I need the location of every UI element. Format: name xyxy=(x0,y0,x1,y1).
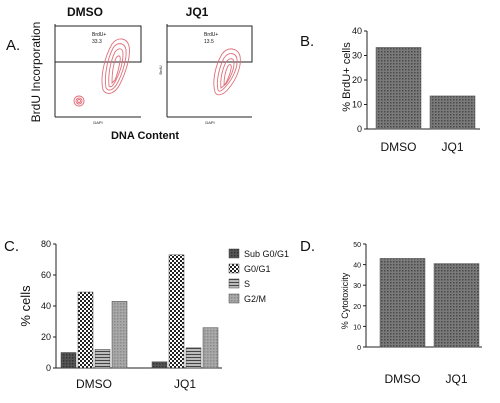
chart-c-bar-dmso-g0-g1 xyxy=(77,291,94,369)
chart-c-ytick-label: 80 xyxy=(41,239,51,249)
legend-entry-label: Sub G0/G1 xyxy=(244,249,289,259)
panel-a-label-dmso: DMSO xyxy=(67,5,103,19)
panel-letter-c: C. xyxy=(4,238,19,255)
flow-jq1-axis-x-name: DAPI xyxy=(205,120,214,125)
chart-c-bar-jq1-sub-g0-g1 xyxy=(151,361,168,369)
chart-b-ylabel: % BrdU+ cells xyxy=(341,42,353,112)
contours-dmso xyxy=(73,38,130,107)
legend-entry-label: S xyxy=(244,279,250,289)
panel-a-label-jq1: JQ1 xyxy=(186,5,209,19)
chart-b-bar-dmso xyxy=(375,47,422,130)
chart-c-ytick-label: 20 xyxy=(41,332,51,342)
panel-a-xlabel: DNA Content xyxy=(111,130,179,142)
chart-d: 0 10 20 30 40 50 DMSO JQ1 xyxy=(353,242,482,386)
chart-b-category-label: JQ1 xyxy=(441,140,463,154)
contours-jq1 xyxy=(213,48,241,96)
chart-b: 0 10 20 30 40 DMSO JQ1 xyxy=(352,26,480,154)
chart-c-ytick-label: 40 xyxy=(41,301,51,311)
legend-swatch xyxy=(228,248,240,259)
gate-box-jq1 xyxy=(166,25,253,63)
chart-d-ytick-label: 10 xyxy=(353,324,361,331)
chart-c-ylabel: % cells xyxy=(18,285,33,327)
panel-c: C. % cells 0 20 40 60 80 DMSO JQ1 Sub G0/G1 G0/… xyxy=(4,238,289,391)
chart-d-ytick-label: 30 xyxy=(353,283,361,290)
chart-c-bar-jq1-g0-g1 xyxy=(168,254,185,369)
gate-value-jq1: 13.5 xyxy=(204,39,214,45)
chart-c-bar-dmso-s xyxy=(94,349,111,369)
chart-b-ytick-label: 10 xyxy=(352,100,362,110)
flow-dmso-axis-x-name: DAPI xyxy=(93,120,102,125)
chart-b-ytick-label: 40 xyxy=(352,26,362,36)
chart-d-ytick-label: 40 xyxy=(353,263,361,270)
panel-letter-a: A. xyxy=(6,37,20,54)
panel-letter-b: B. xyxy=(300,33,314,50)
legend-entry-label: G0/G1 xyxy=(244,264,271,274)
chart-d-bar-dmso xyxy=(379,258,426,348)
legend-entry-label: G2/M xyxy=(244,294,266,304)
chart-c-ytick-label: 0 xyxy=(46,363,51,373)
chart-c-category-label: DMSO xyxy=(76,377,112,391)
chart-c-legend: Sub G0/G1 G0/G1 S G2/M xyxy=(228,248,289,304)
chart-c-bar-dmso-g2-m xyxy=(111,301,128,369)
chart-c-bar-dmso-sub-g0-g1 xyxy=(60,352,77,369)
flow-plot-jq1: BrdU+ 13.5 BrdU DAPI xyxy=(158,24,253,125)
panel-b: B. % BrdU+ cells 0 10 20 30 40 DMSO JQ1 xyxy=(300,26,480,154)
chart-c: 0 20 40 60 80 DMSO JQ1 xyxy=(41,239,222,391)
chart-d-category-label: DMSO xyxy=(385,372,421,386)
chart-c-bar-jq1-s xyxy=(185,347,202,369)
chart-b-ytick-label: 20 xyxy=(352,75,362,85)
flow-jq1-axis-y-name: BrdU xyxy=(158,65,163,74)
chart-d-bar-jq1 xyxy=(433,263,480,348)
chart-b-bar-jq1 xyxy=(429,95,476,130)
panel-letter-d: D. xyxy=(300,238,315,255)
chart-d-ytick-label: 20 xyxy=(353,304,361,311)
flow-plot-dmso: BrdU+ 33.3 DAPI xyxy=(54,24,142,125)
chart-d-ytick-label: 50 xyxy=(353,242,361,249)
chart-c-category-label: JQ1 xyxy=(174,377,196,391)
chart-b-ytick-label: 30 xyxy=(352,51,362,61)
panel-a: A. DMSO JQ1 BrdU Incorporation DNA Conte… xyxy=(6,5,253,142)
chart-d-ylabel: % Cytotoxicity xyxy=(340,272,350,329)
legend-swatch xyxy=(228,293,240,304)
gate-box-dmso xyxy=(54,25,142,63)
gate-label-dmso: BrdU+ xyxy=(92,32,106,38)
chart-c-ytick-label: 60 xyxy=(41,270,51,280)
chart-d-category-label: JQ1 xyxy=(445,372,467,386)
gate-value-dmso: 33.3 xyxy=(92,39,102,45)
chart-b-category-label: DMSO xyxy=(381,140,417,154)
panel-a-ylabel: BrdU Incorporation xyxy=(29,22,43,123)
chart-d-ytick-label: 0 xyxy=(357,345,361,352)
chart-c-bar-jq1-g2-m xyxy=(202,327,219,369)
panel-d: D. % Cytotoxicity 0 10 20 30 40 50 DMSO JQ1 xyxy=(300,238,482,386)
gate-label-jq1: BrdU+ xyxy=(204,32,218,38)
legend-swatch xyxy=(228,278,240,289)
legend-swatch xyxy=(228,263,240,274)
chart-b-ytick-label: 0 xyxy=(357,124,362,134)
